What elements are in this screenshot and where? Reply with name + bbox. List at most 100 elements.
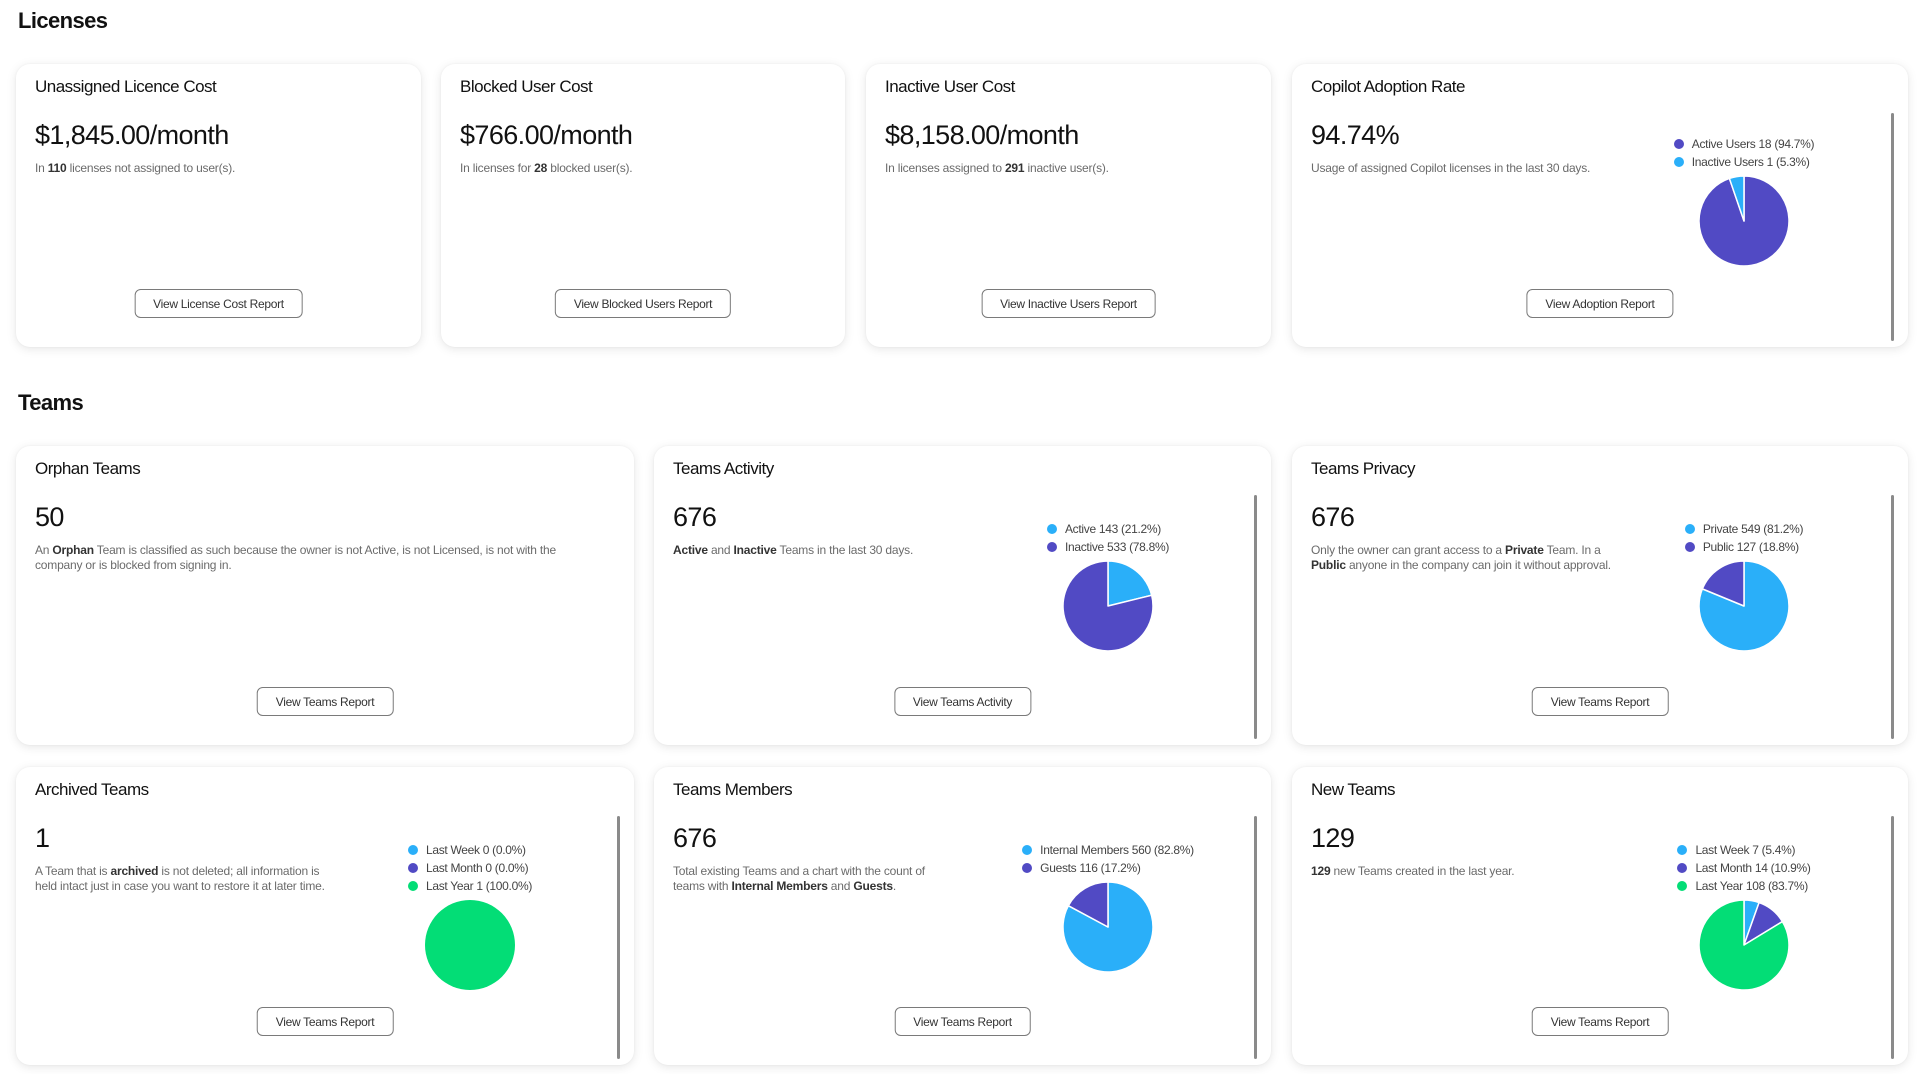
view-adoption-report-button[interactable]: View Adoption Report bbox=[1526, 289, 1674, 318]
legend-label: Last Year 108 (83.7%) bbox=[1695, 879, 1808, 893]
card-description: 129 new Teams created in the last year. bbox=[1311, 864, 1611, 879]
card-title: Orphan Teams bbox=[35, 459, 141, 478]
legend-dot-icon bbox=[407, 863, 418, 873]
chart-legend: Last Week 0 (0.0%) Last Month 0 (0.0%) Las… bbox=[407, 841, 533, 895]
view-license-cost-report-button[interactable]: View License Cost Report bbox=[134, 289, 303, 318]
legend-item[interactable]: Inactive Users 1 (5.3%) bbox=[1673, 153, 1810, 171]
legend-label: Inactive 533 (78.8%) bbox=[1064, 540, 1170, 554]
description-text: Usage of assigned Copilot licenses in th… bbox=[1311, 161, 1591, 175]
scrollbar[interactable] bbox=[1891, 495, 1894, 739]
card-title: New Teams bbox=[1311, 780, 1396, 799]
legend-item[interactable]: Inactive 533 (78.8%) bbox=[1046, 538, 1170, 556]
unassigned-licence-cost-card: Unassigned Licence Cost $1,845.00/month … bbox=[16, 64, 421, 347]
description-text: A Team that is bbox=[35, 864, 111, 878]
pie-slice[interactable] bbox=[1062, 560, 1154, 652]
description-text: and bbox=[707, 543, 734, 557]
view-teams-report-button[interactable]: View Teams Report bbox=[1531, 687, 1669, 716]
view-teams-report-button[interactable]: View Teams Report bbox=[256, 1007, 394, 1036]
legend-label: Guests 116 (17.2%) bbox=[1040, 861, 1141, 875]
pie bbox=[1698, 899, 1790, 991]
view-blocked-users-report-button[interactable]: View Blocked Users Report bbox=[554, 289, 732, 318]
chart-legend: Active Users 18 (94.7%) Inactive Users 1 … bbox=[1673, 135, 1815, 171]
legend-item[interactable]: Private 549 (81.2%) bbox=[1684, 520, 1804, 538]
card-description: In licenses for 28 blocked user(s). bbox=[460, 161, 760, 176]
legend-label: Last Year 1 (100.0%) bbox=[425, 879, 533, 893]
legend-item[interactable]: Internal Members 560 (82.8%) bbox=[1022, 841, 1194, 859]
view-teams-report-button[interactable]: View Teams Report bbox=[256, 687, 394, 716]
legend-dot-icon bbox=[1673, 139, 1684, 149]
legend-dot-icon bbox=[1046, 524, 1057, 534]
legend-item[interactable]: Guests 116 (17.2%) bbox=[1022, 859, 1141, 877]
legend-item[interactable]: Active Users 18 (94.7%) bbox=[1673, 135, 1815, 153]
pie-chart: Last Week 0 (0.0%) Last Month 0 (0.0%) Las… bbox=[350, 841, 590, 991]
legend-dot-icon bbox=[1673, 157, 1684, 167]
legend-item[interactable]: Last Week 7 (5.4%) bbox=[1677, 841, 1796, 859]
card-title: Teams Privacy bbox=[1311, 459, 1416, 478]
legend-dot-icon bbox=[1684, 524, 1695, 534]
teams-privacy-card: Teams Privacy 676 Only the owner can gra… bbox=[1292, 446, 1908, 745]
legend-item[interactable]: Last Month 14 (10.9%) bbox=[1677, 859, 1811, 877]
legend-dot-icon bbox=[1022, 845, 1033, 855]
legend-dot-icon bbox=[1677, 863, 1688, 873]
pie-slice[interactable] bbox=[1062, 881, 1154, 973]
scrollbar[interactable] bbox=[617, 816, 620, 1059]
description-text: Teams in the last 30 days. bbox=[776, 543, 914, 557]
scrollbar[interactable] bbox=[1254, 495, 1257, 739]
legend-label: Public 127 (18.8%) bbox=[1702, 540, 1799, 554]
pie-slice[interactable] bbox=[1728, 175, 1745, 222]
card-value: 94.74% bbox=[1311, 120, 1400, 150]
pie-slice[interactable] bbox=[1698, 899, 1790, 991]
pie-chart: Active 143 (21.2%) Inactive 533 (78.8%) bbox=[988, 520, 1228, 652]
card-title: Teams Members bbox=[673, 780, 793, 799]
legend-label: Last Month 14 (10.9%) bbox=[1695, 861, 1811, 875]
legend-item[interactable]: Last Year 108 (83.7%) bbox=[1677, 877, 1808, 895]
pie-slice[interactable] bbox=[1067, 881, 1109, 928]
card-description: Usage of assigned Copilot licenses in th… bbox=[1311, 161, 1631, 176]
legend-dot-icon bbox=[1684, 542, 1695, 552]
pie-slice[interactable] bbox=[1701, 560, 1745, 607]
pie-chart: Active Users 18 (94.7%) Inactive Users 1 … bbox=[1624, 135, 1864, 267]
description-text: blocked user(s). bbox=[547, 161, 633, 175]
legend-item[interactable]: Last Month 0 (0.0%) bbox=[407, 859, 529, 877]
teams-heading: Teams bbox=[18, 390, 84, 415]
chart-legend: Private 549 (81.2%) Public 127 (18.8%) bbox=[1684, 520, 1804, 556]
view-teams-activity-button[interactable]: View Teams Activity bbox=[893, 687, 1032, 716]
scrollbar[interactable] bbox=[1891, 113, 1894, 341]
pie-slice[interactable] bbox=[425, 900, 515, 990]
teams-activity-card: Teams Activity 676 Active and Inactive T… bbox=[654, 446, 1271, 745]
pie bbox=[1698, 560, 1790, 652]
scrollbar[interactable] bbox=[1254, 816, 1257, 1059]
legend-item[interactable]: Last Year 1 (100.0%) bbox=[407, 877, 533, 895]
view-inactive-users-report-button[interactable]: View Inactive Users Report bbox=[981, 289, 1156, 318]
card-description: A Team that is archived is not deleted; … bbox=[35, 864, 335, 894]
licenses-heading: Licenses bbox=[18, 8, 108, 33]
archived-teams-card: Archived Teams 1 A Team that is archived… bbox=[16, 767, 634, 1065]
chart-legend: Active 143 (21.2%) Inactive 533 (78.8%) bbox=[1046, 520, 1170, 556]
legend-label: Last Month 0 (0.0%) bbox=[425, 861, 529, 875]
card-title: Inactive User Cost bbox=[885, 77, 1015, 96]
legend-dot-icon bbox=[1677, 881, 1688, 891]
card-title: Blocked User Cost bbox=[460, 77, 593, 96]
legend-item[interactable]: Last Week 0 (0.0%) bbox=[407, 841, 526, 859]
description-emphasis: Internal Members bbox=[731, 879, 828, 893]
legend-label: Private 549 (81.2%) bbox=[1702, 522, 1804, 536]
chart-legend: Last Week 7 (5.4%) Last Month 14 (10.9%) L… bbox=[1677, 841, 1811, 895]
description-emphasis: 291 bbox=[1004, 161, 1025, 175]
legend-dot-icon bbox=[1046, 542, 1057, 552]
new-teams-card: New Teams 129 129 new Teams created in t… bbox=[1292, 767, 1908, 1065]
description-emphasis: Guests bbox=[853, 879, 893, 893]
copilot-adoption-rate-card: Copilot Adoption Rate 94.74% Usage of as… bbox=[1292, 64, 1908, 347]
view-teams-report-button[interactable]: View Teams Report bbox=[894, 1007, 1031, 1036]
legend-item[interactable]: Public 127 (18.8%) bbox=[1684, 538, 1799, 556]
card-value: $766.00/month bbox=[460, 120, 633, 150]
legend-item[interactable]: Active 143 (21.2%) bbox=[1046, 520, 1161, 538]
scrollbar[interactable] bbox=[1891, 816, 1894, 1059]
chart-legend: Internal Members 560 (82.8%) Guests 116 (… bbox=[1022, 841, 1194, 877]
card-description: In 110 licenses not assigned to user(s). bbox=[35, 161, 335, 176]
legend-dot-icon bbox=[407, 881, 418, 891]
description-emphasis: Orphan bbox=[52, 543, 94, 557]
description-text: inactive user(s). bbox=[1024, 161, 1110, 175]
pie-chart: Internal Members 560 (82.8%) Guests 116 (… bbox=[988, 841, 1228, 973]
pie-slice[interactable] bbox=[1107, 560, 1153, 607]
view-teams-report-button[interactable]: View Teams Report bbox=[1531, 1007, 1669, 1036]
